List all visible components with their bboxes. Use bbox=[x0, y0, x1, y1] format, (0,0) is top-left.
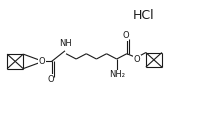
Text: O: O bbox=[38, 57, 45, 66]
Text: O: O bbox=[134, 55, 140, 64]
Text: O: O bbox=[122, 31, 129, 40]
Text: NH: NH bbox=[59, 39, 72, 48]
Text: O: O bbox=[47, 75, 54, 84]
Text: HCl: HCl bbox=[133, 9, 154, 22]
Text: NH₂: NH₂ bbox=[109, 70, 125, 79]
